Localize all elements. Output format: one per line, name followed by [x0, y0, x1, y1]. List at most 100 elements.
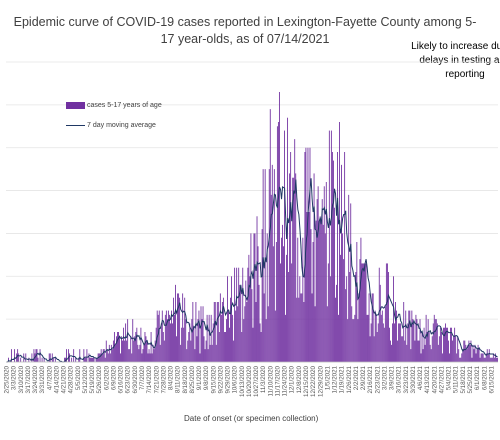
case-bar [344, 152, 346, 362]
x-tick-labels: 2/25/2020 3/3/2020 3/10/2020 3/17/2020 3/24/… [4, 365, 496, 397]
case-bar [37, 357, 39, 362]
case-bar [364, 263, 366, 362]
x-tick-label: 3/2/2021 [381, 365, 388, 390]
case-bar [106, 349, 108, 362]
case-bar [301, 293, 303, 362]
case-bar [204, 349, 206, 362]
case-bar [396, 310, 398, 362]
case-bar [406, 344, 408, 362]
case-bar [454, 327, 456, 362]
case-bar [491, 357, 493, 362]
case-bar [373, 336, 375, 362]
case-bar [467, 344, 469, 362]
case-bar [152, 344, 154, 362]
case-bar [434, 319, 436, 362]
case-bar [389, 327, 390, 362]
case-bar [481, 353, 483, 362]
case-bar [486, 349, 488, 362]
case-bar [307, 147, 309, 362]
case-bar [277, 122, 279, 362]
case-bar [217, 302, 219, 362]
case-bar [232, 314, 234, 362]
case-bar [435, 319, 437, 362]
case-bar [329, 276, 331, 362]
case-bar [274, 310, 276, 362]
x-tick-label: 5/12/2020 [82, 365, 89, 393]
case-bar [206, 314, 208, 362]
case-bar [412, 319, 414, 362]
case-bar [411, 310, 413, 362]
case-bar [228, 310, 229, 362]
case-bar [300, 293, 302, 362]
case-bar [269, 109, 271, 362]
case-bar [78, 357, 80, 362]
case-bar [212, 323, 214, 362]
legend-label-average: 7 day moving average [87, 122, 156, 129]
case-bar [384, 306, 386, 362]
case-bar [184, 297, 186, 362]
case-bar [246, 302, 248, 362]
case-bar [128, 349, 130, 362]
case-bar [430, 349, 432, 362]
case-bar [299, 276, 301, 362]
case-bar [133, 340, 135, 362]
case-bar [459, 357, 461, 362]
case-bar [432, 323, 434, 362]
x-tick-label: 11/17/2020 [274, 365, 281, 396]
x-tick-label: 12/22/2020 [310, 365, 317, 397]
x-tick-label: 3/10/2020 [18, 365, 25, 393]
case-bar [119, 336, 120, 362]
case-bar [376, 332, 378, 362]
case-bar [271, 164, 273, 362]
case-bar [466, 349, 468, 362]
case-bar [85, 357, 87, 362]
case-bar [173, 297, 174, 362]
case-bar [75, 357, 77, 362]
case-bar [429, 344, 431, 362]
case-bar [332, 160, 334, 362]
case-bar [167, 310, 169, 362]
case-bar [367, 314, 369, 362]
x-tick-label: 12/8/2020 [296, 365, 303, 393]
case-bar [231, 276, 232, 362]
case-bar [407, 323, 409, 362]
case-bar [472, 344, 474, 362]
case-bar [360, 237, 362, 362]
case-bar [109, 353, 111, 362]
case-bar [162, 332, 164, 362]
case-bar [221, 302, 223, 362]
case-bar [146, 340, 148, 362]
case-bar [368, 293, 370, 362]
x-tick-label: 6/8/2021 [481, 365, 488, 390]
case-bar [343, 259, 345, 362]
case-bar [372, 293, 374, 362]
case-bar [187, 340, 189, 362]
case-bar [494, 353, 496, 362]
case-bar [433, 314, 435, 362]
case-bar [186, 349, 188, 362]
x-tick-label: 7/28/2020 [160, 365, 167, 393]
case-bar [359, 259, 361, 362]
case-bar [203, 336, 205, 362]
case-bar [357, 319, 359, 362]
case-bar [437, 344, 439, 362]
case-bar [181, 327, 183, 362]
x-tick-label: 6/15/2021 [488, 365, 495, 393]
case-bar [470, 340, 472, 362]
case-bar [475, 353, 477, 362]
case-bar [322, 224, 324, 362]
x-tick-label: 11/3/2020 [260, 365, 267, 393]
x-tick-label: 4/21/2020 [61, 365, 68, 393]
case-bar [174, 314, 175, 362]
case-bar [391, 344, 392, 362]
case-bar [352, 319, 354, 362]
case-bar [285, 314, 286, 362]
case-bar [462, 349, 464, 362]
x-tick-label: 2/16/2021 [367, 365, 374, 393]
case-bar [404, 340, 406, 362]
case-bar [11, 349, 12, 362]
case-bar [170, 323, 171, 362]
case-bar [84, 357, 86, 362]
case-bar [99, 353, 101, 362]
case-bar [408, 310, 410, 362]
